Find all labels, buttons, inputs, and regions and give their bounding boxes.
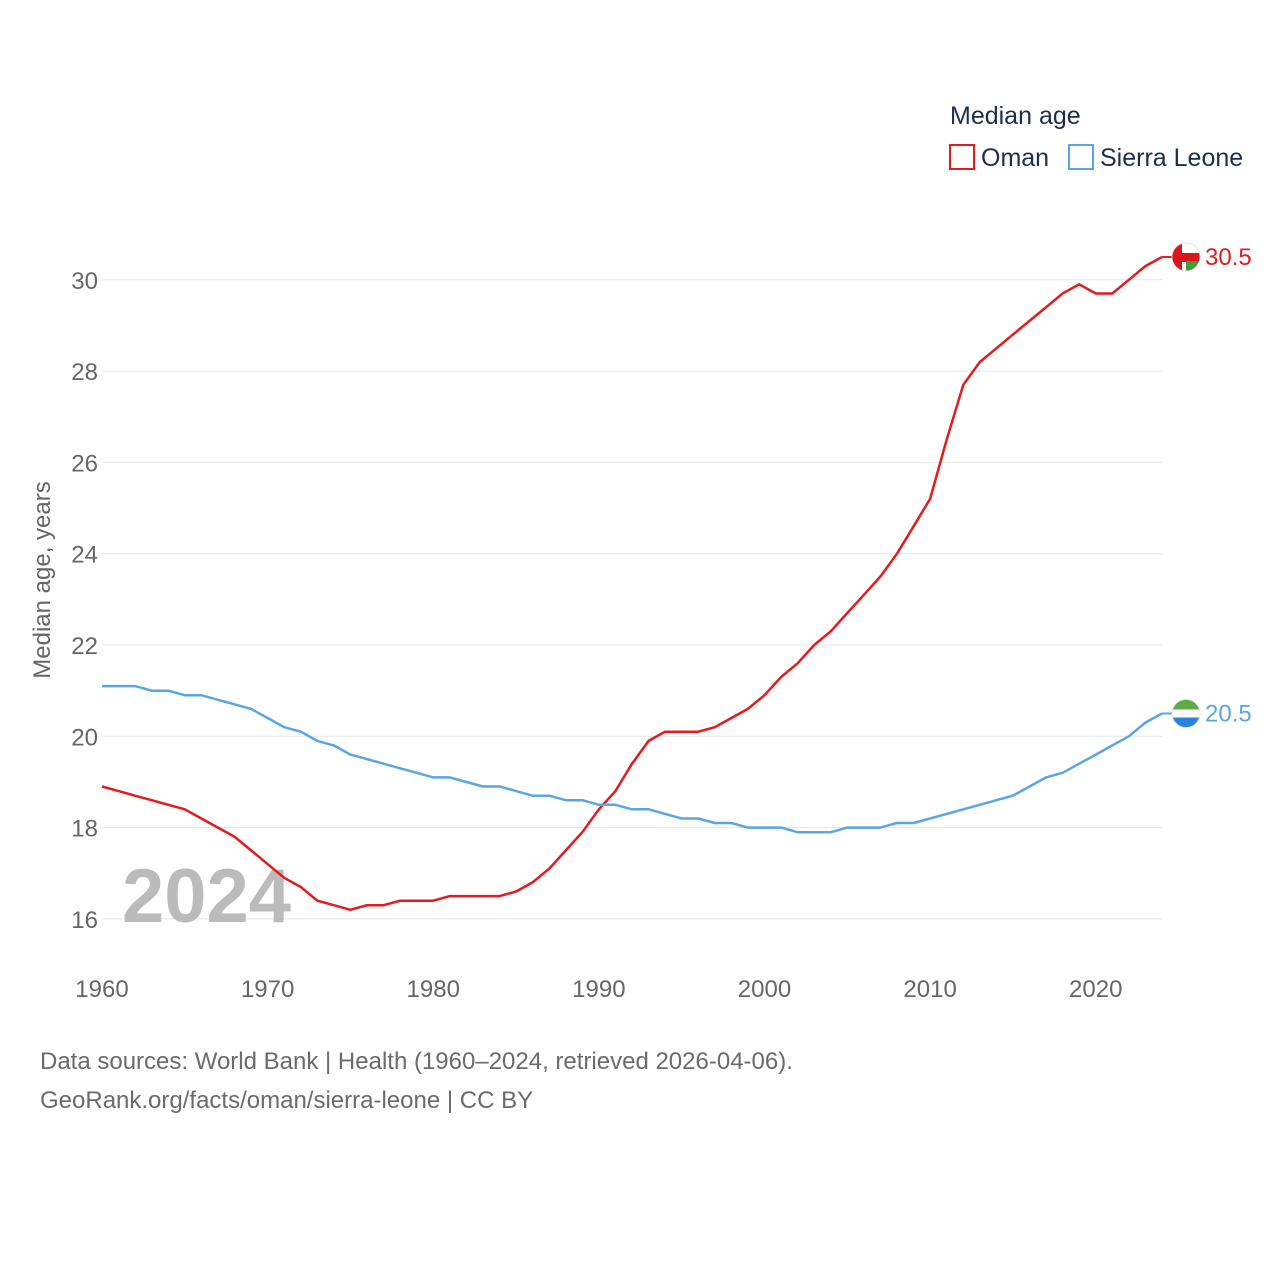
x-tick-label: 1960 [75,976,128,1003]
footer-attribution[interactable]: GeoRank.org/facts/oman/sierra-leone | CC… [40,1087,534,1114]
oman-flag-icon [1171,242,1201,272]
end-value-label-oman: 30.5 [1205,244,1252,271]
y-tick-label: 26 [71,450,98,477]
legend-label-sierra-leone: Sierra Leone [1100,144,1243,172]
y-tick-label: 28 [71,359,98,386]
legend-swatch-oman [949,144,975,170]
series-line-sierra-leone[interactable] [102,684,1163,834]
series-line-oman[interactable] [101,255,1163,912]
y-tick-label: 16 [71,907,98,934]
end-value-label-sierra-leone: 20.5 [1205,700,1252,727]
y-tick-label: 18 [71,816,98,843]
sierra-leone-flag-icon [1171,699,1201,728]
grid-lines [102,279,1162,920]
legend-item-sierra-leone[interactable]: Sierra Leone [1068,144,1243,172]
y-axis: 16 18 20 22 24 26 28 30 [71,268,98,934]
y-tick-label: 20 [71,724,98,751]
x-tick-label: 2020 [1069,976,1122,1003]
line-chart: 16 18 20 22 24 26 28 30 1960 1970 1980 1990 2000 201… [29,102,1252,1003]
legend-item-oman[interactable]: Oman [949,144,1049,172]
x-tick-label: 2010 [903,976,956,1003]
x-tick-label: 2000 [738,976,791,1003]
footer-sources: Data sources: World Bank | Health (1960–… [40,1048,793,1075]
legend-swatch-sierra-leone [1068,144,1094,170]
x-tick-label: 1980 [407,976,460,1003]
x-axis: 1960 1970 1980 1990 2000 2010 2020 [75,976,1122,1003]
legend[interactable]: Median age Oman Sierra Leone [949,102,1243,172]
y-tick-label: 30 [71,268,98,295]
series-end-markers: 30.5 20.5 [1162,242,1252,728]
year-watermark: 2024 [122,854,291,939]
y-axis-title: Median age, years [29,481,56,678]
y-tick-label: 22 [71,633,98,660]
x-tick-label: 1970 [241,976,294,1003]
legend-title: Median age [950,102,1081,130]
x-tick-label: 1990 [572,976,625,1003]
footer: Data sources: World Bank | Health (1960–… [40,1042,793,1120]
y-tick-label: 24 [71,542,98,569]
series-lines [101,255,1163,912]
legend-label-oman: Oman [981,144,1049,172]
